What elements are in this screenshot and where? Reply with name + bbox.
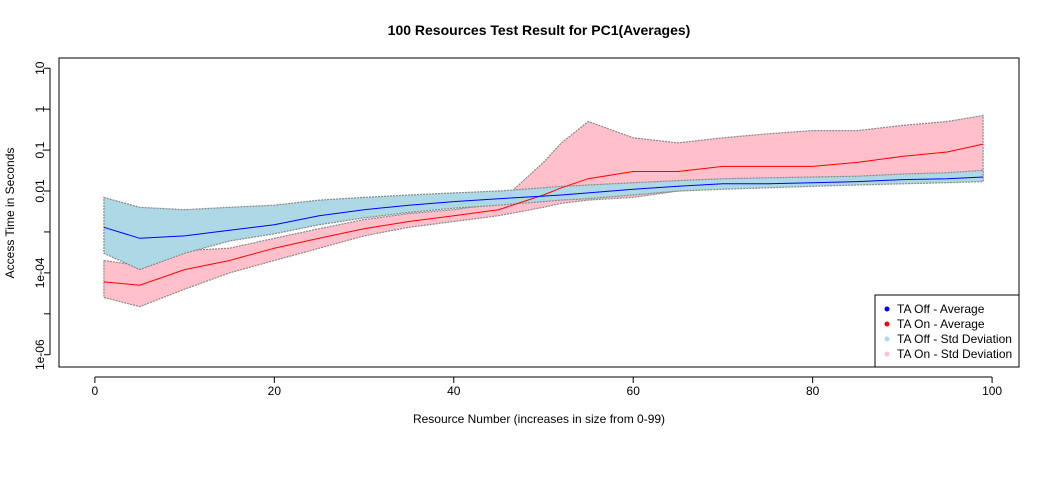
legend-marker	[884, 336, 890, 342]
y-tick-label: 1e-06	[33, 339, 47, 370]
y-tick-label: 0.1	[33, 141, 47, 158]
y-tick-label: 1	[33, 106, 47, 113]
legend-marker	[884, 306, 890, 312]
legend-label: TA Off - Average	[897, 302, 985, 316]
x-axis-label: Resource Number (increases in size from …	[413, 412, 665, 426]
legend-label: TA On - Std Deviation	[897, 347, 1012, 361]
plot-layer	[103, 114, 984, 308]
legend-marker	[884, 321, 890, 327]
legend-label: TA Off - Std Deviation	[897, 332, 1012, 346]
x-tick-label: 60	[627, 384, 641, 398]
y-axis-label: Access Time in Seconds	[3, 148, 17, 279]
legend-box	[874, 294, 1020, 368]
chart-title: 100 Resources Test Result for PC1(Averag…	[388, 22, 691, 38]
x-tick-label: 100	[982, 384, 1002, 398]
x-tick-label: 80	[806, 384, 820, 398]
legend-marker	[884, 351, 890, 357]
x-tick-label: 20	[268, 384, 282, 398]
legend-label: TA On - Average	[897, 317, 985, 331]
ta-off-average-line	[103, 176, 984, 239]
x-tick-label: 0	[92, 384, 99, 398]
x-tick-label: 40	[447, 384, 461, 398]
plot-frame	[58, 57, 1020, 368]
y-tick-label: 10	[33, 61, 47, 75]
y-tick-label: 1e-04	[33, 257, 47, 288]
y-tick-label: 0.01	[33, 179, 47, 203]
axes-layer: 0 20 40 60 80 100 1e-06 1e-04 0.01 0.1 1 10	[33, 57, 1020, 398]
ta-on-average-line	[103, 143, 984, 286]
